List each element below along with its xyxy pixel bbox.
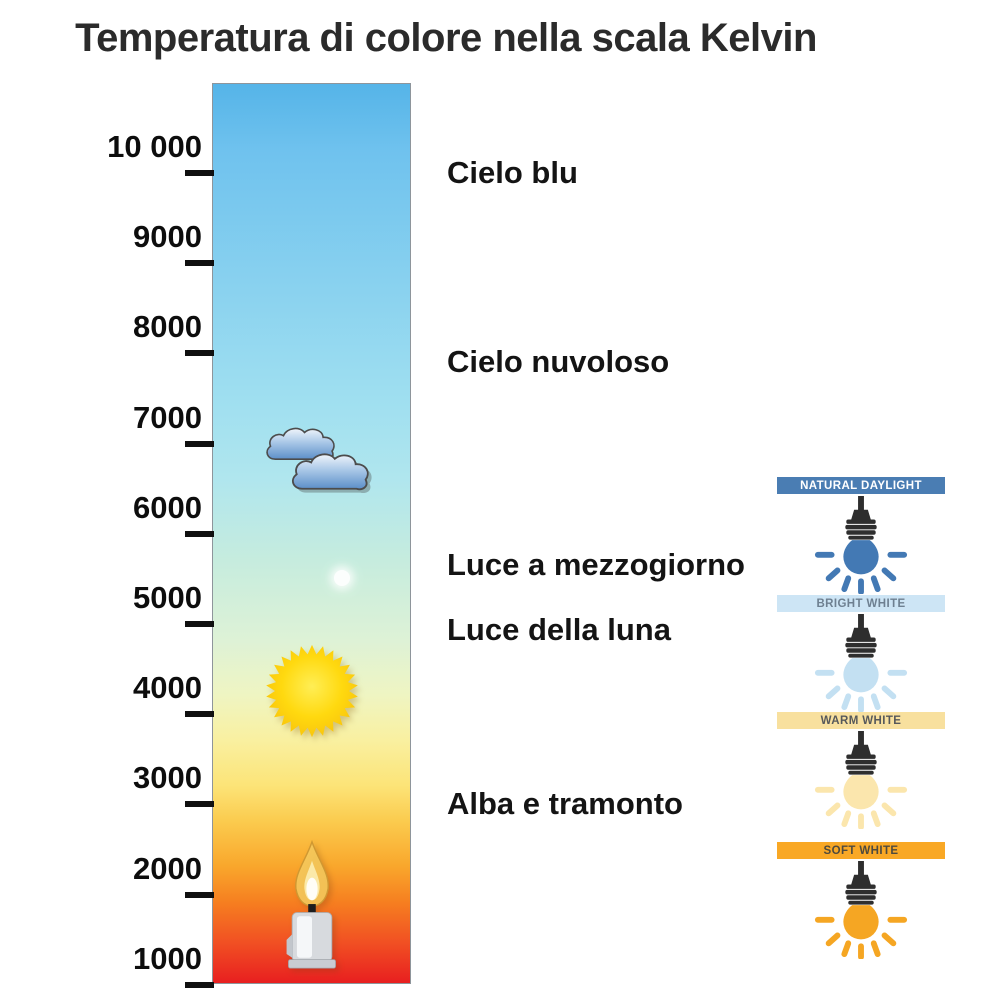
kelvin-tick-label: 8000: [133, 309, 202, 345]
kelvin-tick-label: 9000: [133, 219, 202, 255]
sky-condition-label: Cielo nuvoloso: [447, 344, 670, 380]
kelvin-tick-label: 10 000: [107, 129, 202, 164]
kelvin-tick-label: 4000: [133, 670, 202, 706]
kelvin-tick-mark: [185, 260, 214, 267]
kelvin-tick-label: 7000: [133, 399, 202, 435]
kelvin-tick-label: 6000: [133, 489, 202, 525]
bulb-card-header-label: BRIGHT WHITE: [777, 595, 945, 612]
sky-condition-label: Alba e tramonto: [447, 786, 683, 822]
bulb-card-header-label: NATURAL DAYLIGHT: [777, 477, 945, 494]
kelvin-tick-mark: [185, 711, 214, 718]
candle-icon: [286, 839, 336, 969]
kelvin-tick-mark: [185, 981, 214, 988]
lightbulb-icon: [814, 614, 908, 712]
bulb-card: NATURAL DAYLIGHT: [777, 477, 945, 594]
kelvin-tick-mark: [185, 891, 214, 898]
bulb-card: BRIGHT WHITE: [777, 595, 945, 712]
kelvin-tick-mark: [185, 621, 214, 627]
kelvin-tick-mark: [185, 440, 214, 447]
sky-condition-label: Luce a mezzogiorno: [447, 547, 745, 583]
kelvin-tick-label: 1000: [133, 940, 202, 976]
kelvin-gradient-bar: [212, 83, 411, 984]
kelvin-tick-label: 2000: [133, 850, 202, 886]
kelvin-tick-mark: [185, 801, 214, 808]
sky-condition-label: Cielo blu: [447, 155, 578, 190]
moon-dot-icon: [334, 570, 350, 587]
sun-icon: [266, 645, 358, 738]
kelvin-tick-mark: [185, 530, 214, 537]
kelvin-tick-label: 5000: [133, 580, 202, 615]
lightbulb-icon: [814, 496, 908, 594]
bulb-card-header-label: WARM WHITE: [777, 712, 945, 729]
clouds-icon: [266, 427, 372, 493]
sky-condition-label: Luce della luna: [447, 612, 671, 648]
kelvin-tick-mark: [185, 170, 214, 176]
kelvin-tick-mark: [185, 350, 214, 357]
bulb-card: WARM WHITE: [777, 712, 945, 829]
kelvin-tick-label: 3000: [133, 760, 202, 796]
bulb-card-header-label: SOFT WHITE: [777, 842, 945, 859]
page-title: Temperatura di colore nella scala Kelvin: [75, 16, 817, 60]
lightbulb-icon: [814, 731, 908, 829]
bulb-card: SOFT WHITE: [777, 842, 945, 959]
lightbulb-icon: [814, 861, 908, 959]
